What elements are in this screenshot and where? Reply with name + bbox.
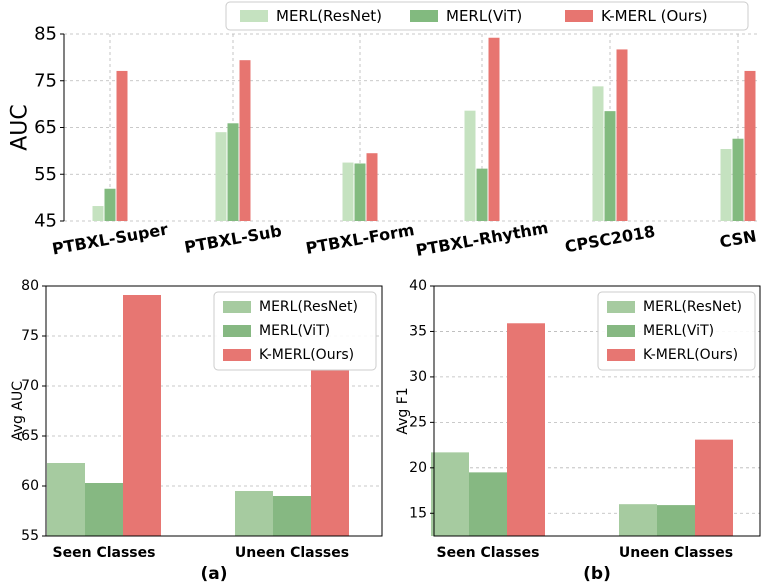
y-axis-label: AUC (8, 104, 33, 151)
x-tick-label-ptbxl-rhythm: PTBXL-Rhythm (414, 218, 549, 260)
bar-merl-resnet-seen-classes (431, 452, 469, 536)
bar-k-merl-ours-csn (744, 70, 756, 222)
x-tick-label-uneen-classes: Uneen Classes (619, 545, 733, 561)
y-tick-label-40: 40 (409, 278, 427, 294)
bar-merl-resnet-seen-classes (47, 463, 85, 536)
y-tick-label-20: 20 (409, 460, 427, 476)
x-tick-label-csn: CSN (718, 226, 758, 251)
y-tick-label-80: 80 (21, 278, 39, 294)
legend-label-k-merl-ours: K-MERL(Ours) (643, 347, 738, 363)
bar-merl-vit-ptbxl-sub (227, 123, 239, 221)
y-tick-label-70: 70 (21, 378, 39, 394)
legend: MERL(ResNet) MERL(ViT) K-MERL (Ours) (225, 1, 749, 31)
chart-1: 45 55 65 75 85 AUC PTBXL-Super PTBXL-Sub PTBXL-F… (8, 1, 760, 260)
bar-merl-vit-ptbxl-rhythm (476, 168, 488, 221)
bar-merl-resnet-ptbxl-rhythm (464, 110, 476, 221)
x-tick-label-ptbxl-form: PTBXL-Form (304, 220, 415, 258)
y-tick-label-35: 35 (409, 323, 427, 339)
bar-merl-resnet-ptbxl-form (342, 162, 354, 221)
legend-frame (597, 291, 756, 371)
legend-swatch-k-merl-ours (607, 349, 635, 361)
legend-label-merl-resnet: MERL(ResNet) (259, 299, 358, 315)
chart-caption: (b) (583, 564, 611, 584)
bar-merl-vit-ptbxl-form (354, 163, 366, 221)
bar-merl-vit-uneen-classes (657, 505, 695, 536)
bar-merl-vit-uneen-classes (273, 496, 311, 536)
bar-merl-resnet-uneen-classes (619, 504, 657, 536)
legend-label-merl-vit: MERL(ViT) (259, 323, 330, 339)
x-tick-label-uneen-classes: Uneen Classes (235, 545, 349, 561)
bar-k-merl-ours-ptbxl-sub (239, 60, 251, 222)
y-tick-label-65: 65 (21, 428, 39, 444)
legend: MERL(ResNet) MERL(ViT) K-MERL(Ours) (597, 291, 756, 371)
y-axis-label: Avg AUC (10, 381, 26, 441)
legend-swatch-k-merl-ours (223, 349, 251, 361)
bar-k-merl-ours-uneen-classes (311, 370, 349, 536)
legend-swatch-merl-vit (223, 325, 251, 337)
plot-frame (45, 285, 383, 537)
legend-label-k-merl-ours: K-MERL (Ours) (601, 7, 708, 25)
legend-label-merl-vit: MERL(ViT) (643, 323, 714, 339)
x-tick-label-ptbxl-super: PTBXL-Super (51, 219, 170, 258)
y-tick-label-15: 15 (409, 505, 427, 521)
bar-merl-resnet-ptbxl-super (92, 206, 104, 221)
legend-swatch-merl-resnet (223, 301, 251, 313)
bar-merl-vit-seen-classes (85, 483, 123, 536)
legend-frame (213, 291, 377, 371)
bar-merl-resnet-csn (720, 149, 732, 221)
y-tick-label-60: 60 (21, 478, 39, 494)
y-tick-label-85: 85 (34, 24, 57, 45)
legend-swatch-merl-vit (410, 10, 438, 22)
legend-label-merl-resnet: MERL(ResNet) (276, 7, 382, 25)
bar-merl-vit-ptbxl-super (104, 188, 116, 221)
y-tick-label-55: 55 (21, 528, 39, 544)
x-tick-label-cpsc2018: CPSC2018 (563, 222, 656, 257)
bar-merl-resnet-cpsc2018 (592, 86, 604, 221)
bar-merl-vit-seen-classes (469, 472, 507, 536)
legend-swatch-k-merl-ours (565, 10, 593, 22)
x-tick-label-seen-classes: Seen Classes (53, 545, 156, 561)
x-tick-label-seen-classes: Seen Classes (437, 545, 540, 561)
legend-label-k-merl-ours: K-MERL(Ours) (259, 347, 354, 363)
bar-merl-resnet-uneen-classes (235, 491, 273, 536)
y-tick-label-65: 65 (34, 117, 57, 138)
chart-caption: (a) (200, 564, 227, 584)
y-tick-label-75: 75 (21, 328, 39, 344)
legend-label-merl-resnet: MERL(ResNet) (643, 299, 742, 315)
bar-merl-vit-cpsc2018 (604, 111, 616, 221)
bar-k-merl-ours-cpsc2018 (616, 49, 628, 221)
bar-merl-vit-csn (732, 138, 744, 221)
y-tick-label-55: 55 (34, 164, 57, 185)
bar-k-merl-ours-ptbxl-super (116, 70, 128, 222)
legend-swatch-merl-vit (607, 325, 635, 337)
bar-merl-resnet-ptbxl-sub (215, 132, 227, 221)
legend-label-merl-vit: MERL(ViT) (446, 7, 522, 25)
legend: MERL(ResNet) MERL(ViT) K-MERL(Ours) (213, 291, 377, 371)
bar-k-merl-ours-seen-classes (507, 323, 545, 536)
x-tick-label-ptbxl-sub: PTBXL-Sub (183, 221, 283, 257)
y-tick-label-75: 75 (34, 70, 57, 91)
legend-swatch-merl-resnet (240, 10, 268, 22)
y-tick-label-25: 25 (409, 414, 427, 430)
chart-3: 15 20 25 30 35 40 Avg F1 Seen Classes Uneen Clas… (395, 278, 761, 584)
bar-k-merl-ours-seen-classes (123, 295, 161, 536)
y-tick-label-30: 30 (409, 369, 427, 385)
legend-frame (225, 1, 749, 31)
legend-swatch-merl-resnet (607, 301, 635, 313)
bar-k-merl-ours-ptbxl-form (366, 153, 378, 221)
bar-k-merl-ours-ptbxl-rhythm (488, 37, 500, 221)
y-tick-label-45: 45 (34, 211, 57, 232)
bar-k-merl-ours-uneen-classes (695, 439, 733, 536)
plot-frame (433, 285, 761, 537)
chart-2: 55 60 65 70 75 80 Avg AUC Seen Classes Uneen Cla… (10, 278, 383, 584)
y-axis-label: Avg F1 (395, 387, 411, 434)
